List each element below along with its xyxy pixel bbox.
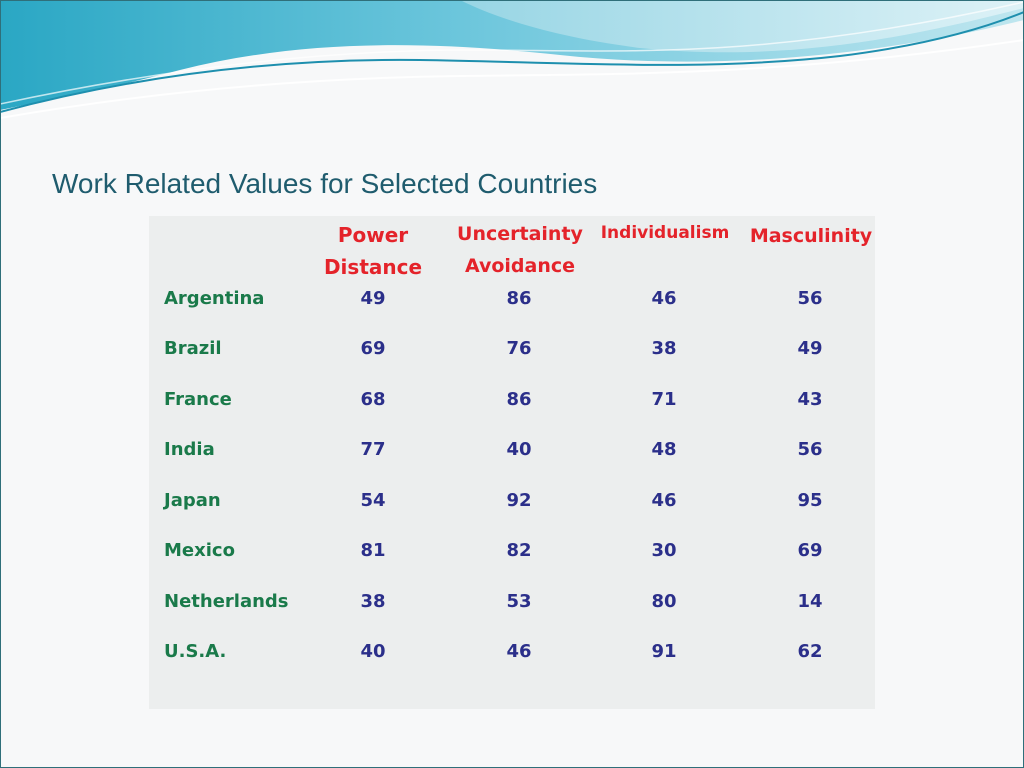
- header-uncertainty-avoidance-line2: Avoidance: [464, 255, 576, 277]
- cell-power-distance: 49: [360, 288, 386, 309]
- cell-masculinity: 43: [797, 389, 823, 410]
- cell-masculinity: 56: [797, 439, 823, 460]
- cell-power-distance: 54: [360, 490, 386, 511]
- decorative-wave-banner: [0, 0, 1024, 119]
- cell-masculinity: 56: [797, 288, 823, 309]
- header-uncertainty-avoidance-line1: Uncertainty: [457, 223, 583, 245]
- cell-uncertainty-avoidance: 76: [506, 338, 532, 359]
- cell-individualism: 30: [651, 540, 677, 561]
- cell-uncertainty-avoidance: 86: [506, 389, 532, 410]
- row-label-japan: Japan: [164, 490, 221, 511]
- cell-individualism: 48: [651, 439, 677, 460]
- header-power-distance-line1: Power: [337, 223, 409, 247]
- cell-power-distance: 81: [360, 540, 386, 561]
- row-label-brazil: Brazil: [164, 338, 222, 359]
- cell-masculinity: 95: [797, 490, 823, 511]
- cell-power-distance: 38: [360, 591, 386, 612]
- row-label-usa: U.S.A.: [164, 641, 227, 662]
- row-label-india: India: [164, 439, 215, 460]
- row-label-france: France: [164, 389, 232, 410]
- cell-individualism: 38: [651, 338, 677, 359]
- cell-power-distance: 40: [360, 641, 386, 662]
- header-uncertainty-avoidance: Uncertainty Avoidance: [452, 218, 588, 282]
- header-power-distance: Power Distance: [318, 219, 428, 283]
- cell-masculinity: 62: [797, 641, 823, 662]
- row-label-argentina: Argentina: [164, 288, 265, 309]
- cell-power-distance: 77: [360, 439, 386, 460]
- cell-uncertainty-avoidance: 46: [506, 641, 532, 662]
- cell-individualism: 46: [651, 490, 677, 511]
- cell-individualism: 91: [651, 641, 677, 662]
- cell-power-distance: 69: [360, 338, 386, 359]
- cell-masculinity: 14: [797, 591, 823, 612]
- cell-uncertainty-avoidance: 53: [506, 591, 532, 612]
- header-power-distance-line2: Distance: [323, 255, 423, 279]
- cell-uncertainty-avoidance: 82: [506, 540, 532, 561]
- header-individualism: Individualism: [600, 223, 730, 243]
- cell-masculinity: 49: [797, 338, 823, 359]
- cell-masculinity: 69: [797, 540, 823, 561]
- cell-individualism: 71: [651, 389, 677, 410]
- row-label-mexico: Mexico: [164, 540, 235, 561]
- cell-individualism: 46: [651, 288, 677, 309]
- cell-uncertainty-avoidance: 40: [506, 439, 532, 460]
- cell-power-distance: 68: [360, 389, 386, 410]
- row-label-netherlands: Netherlands: [164, 591, 289, 612]
- cell-uncertainty-avoidance: 86: [506, 288, 532, 309]
- slide-title: Work Related Values for Selected Countri…: [52, 168, 598, 199]
- cell-uncertainty-avoidance: 92: [506, 490, 532, 511]
- data-table: [149, 216, 875, 709]
- header-masculinity: Masculinity: [749, 225, 873, 247]
- cell-individualism: 80: [651, 591, 677, 612]
